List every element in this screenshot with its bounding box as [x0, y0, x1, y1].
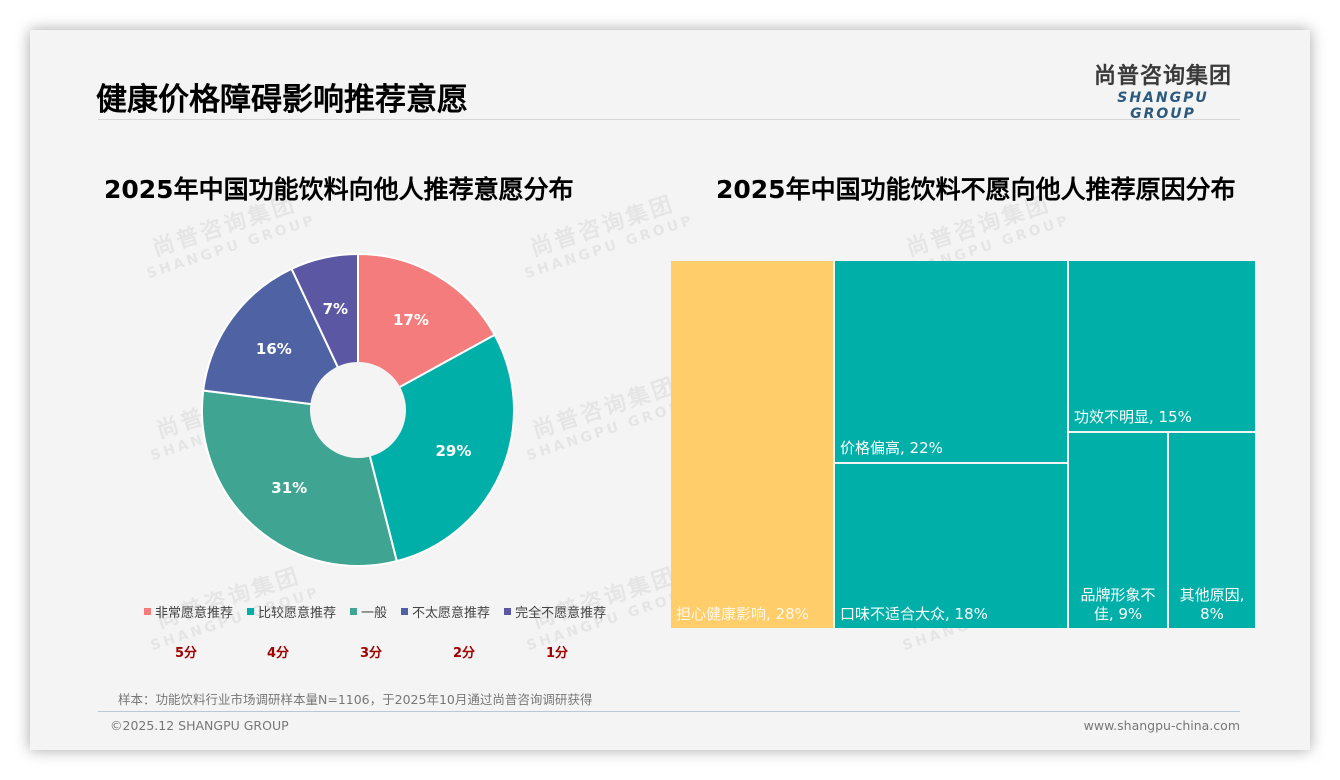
treemap-cell-brand-image: 品牌形象不佳, 9% — [1069, 433, 1167, 628]
treemap-cell-taste: 口味不适合大众, 18% — [835, 464, 1067, 628]
footer-divider — [98, 711, 1240, 712]
slice-label: 17% — [392, 311, 429, 330]
legend-swatch — [144, 608, 151, 615]
legend-item-fairly-willing: 比较愿意推荐 — [247, 602, 336, 621]
donut-chart: 17% 29% 31% 16% 7% — [200, 252, 516, 568]
donut-hole — [310, 362, 406, 458]
slice-label: 16% — [255, 339, 292, 358]
website-link[interactable]: www.shangpu-china.com — [1083, 718, 1240, 733]
title-divider — [98, 119, 1240, 120]
legend-label: 一般 — [361, 606, 388, 621]
legend-swatch — [247, 608, 255, 615]
cell-label: 价格偏高, 22% — [840, 439, 943, 457]
legend-item-neutral: 一般 — [350, 602, 387, 621]
treemap-cell-high-price: 价格偏高, 22% — [835, 261, 1067, 462]
slice-label: 29% — [435, 442, 472, 461]
score-label: 1分 — [545, 646, 569, 661]
legend-swatch — [350, 608, 358, 615]
treemap-cell-other: 其他原因, 8% — [1169, 433, 1255, 628]
legend-swatch — [401, 608, 409, 615]
treemap-cell-efficacy: 功效不明显, 15% — [1069, 261, 1255, 431]
treemap-chart-title: 2025年中国功能饮料不愿向他人推荐原因分布 — [716, 175, 1236, 204]
donut-legend: 非常愿意推荐 比较愿意推荐 一般 不太愿意推荐 完全不愿意推荐 — [144, 602, 620, 621]
slice-label: 7% — [322, 299, 349, 318]
donut-slice — [202, 267, 360, 412]
donut-slice — [357, 252, 497, 412]
sample-note: 样本：功能饮料行业市场调研样本量N=1106，于2025年10月通过尚普咨询调研… — [118, 692, 593, 707]
logo-cn-text: 尚普咨询集团 — [1093, 64, 1232, 89]
cell-label: 功效不明显, 15% — [1074, 408, 1192, 426]
legend-item-not-very-willing: 不太愿意推荐 — [401, 602, 490, 621]
slide-card: 尚普咨询集团 SHANGPU GROUP 尚普咨询集团 SHANGPU GROUP … — [30, 30, 1310, 750]
score-label: 4分 — [266, 646, 290, 661]
slice-label: 31% — [271, 479, 308, 497]
cell-label: 口味不适合大众, 18% — [840, 605, 988, 623]
legend-item-very-willing: 非常愿意推荐 — [144, 602, 233, 621]
legend-swatch — [504, 608, 512, 615]
score-label: 3分 — [359, 646, 383, 661]
treemap-cell-health-concern: 担心健康影响, 28% — [671, 261, 833, 628]
legend-label: 比较愿意推荐 — [258, 606, 337, 621]
cell-label: 其他原因, 8% — [1179, 586, 1245, 623]
cell-label: 担心健康影响, 28% — [676, 605, 809, 623]
donut-chart-title: 2025年中国功能饮料向他人推荐意愿分布 — [104, 175, 574, 204]
cell-label: 品牌形象不佳, 9% — [1080, 586, 1156, 623]
legend-item-not-willing: 完全不愿意推荐 — [504, 602, 606, 621]
score-label: 5分 — [174, 646, 198, 661]
legend-label: 非常愿意推荐 — [155, 606, 234, 621]
page-title: 健康价格障碍影响推荐意愿 — [96, 82, 468, 118]
logo-en-text: SHANGPU GROUP — [1117, 90, 1209, 122]
treemap-chart: 担心健康影响, 28% 价格偏高, 22% 口味不适合大众, 18% 功效不明显… — [671, 261, 1255, 628]
copyright: ©2025.12 SHANGPU GROUP — [110, 718, 289, 733]
legend-label: 不太愿意推荐 — [412, 606, 491, 621]
legend-label: 完全不愿意推荐 — [515, 606, 607, 621]
donut-svg — [201, 252, 515, 567]
score-label: 2分 — [452, 646, 476, 661]
company-logo: 尚普咨询集团 SHANGPU GROUP — [1088, 64, 1238, 122]
